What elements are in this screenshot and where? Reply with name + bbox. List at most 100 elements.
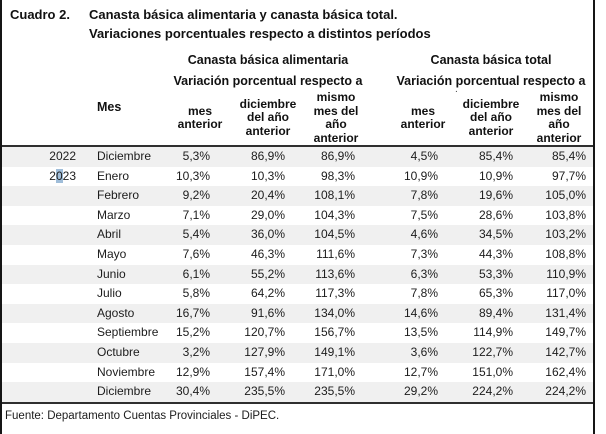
month-cell: Enero bbox=[97, 168, 130, 183]
year-cell bbox=[2, 323, 78, 343]
cba-value-cell: 156,7% bbox=[314, 325, 355, 340]
cbt-value-cell: 110,9% bbox=[546, 266, 586, 281]
month-cell: Septiembre bbox=[97, 325, 159, 340]
cbt-value-cell: 53,3% bbox=[478, 266, 513, 281]
cba-value-cell: 120,7% bbox=[244, 325, 285, 340]
cbt-value-cell: 65,3% bbox=[478, 286, 513, 301]
month-cell: Diciembre bbox=[78, 145, 166, 167]
year-cell bbox=[2, 265, 78, 285]
cba-value-cell: 157,4% bbox=[244, 364, 285, 379]
year-cell bbox=[2, 245, 78, 265]
cbt-value-cell: 89,4% bbox=[478, 305, 513, 320]
cba-value-cell: 108,1% bbox=[314, 188, 355, 203]
cbt-value-cell: 103,8% bbox=[545, 207, 586, 222]
column-gap bbox=[370, 363, 389, 383]
cba-value-cell: 104,3% bbox=[314, 207, 355, 222]
cbt-subcol-mismo-mes: mismo mes del año anterior bbox=[536, 90, 582, 145]
month-cell: Febrero bbox=[97, 188, 140, 203]
column-gap bbox=[370, 304, 389, 324]
cba-value-cell: 29,0% bbox=[250, 207, 285, 222]
column-gap bbox=[370, 245, 389, 265]
year-cell: 2023 bbox=[49, 168, 76, 183]
year-cell bbox=[2, 284, 78, 304]
cba-value-cell: 9,2% bbox=[182, 188, 210, 203]
cbt-value-cell: 7,8% bbox=[410, 188, 438, 203]
column-gap bbox=[370, 145, 389, 167]
cbt-value-cell: 6,3% bbox=[410, 266, 438, 281]
cbt-value-cell: 149,7% bbox=[545, 325, 586, 340]
cbt-value-cell: 7,3% bbox=[410, 246, 438, 261]
year-cell bbox=[2, 343, 78, 363]
cbt-value-cell: 131,4% bbox=[545, 305, 586, 320]
month-cell: Marzo bbox=[97, 207, 131, 222]
cba-value-cell: 104,5% bbox=[314, 227, 355, 242]
cba-value-cell: 30,4% bbox=[166, 382, 234, 404]
column-gap bbox=[370, 167, 389, 187]
month-cell: Abril bbox=[97, 227, 122, 242]
table-row: 2023 Enero 10,3% 10,3% 98,3% 10,9% 10,9% 97,7% bbox=[2, 167, 593, 187]
cbt-value-cell: 103,2% bbox=[545, 227, 586, 242]
cba-value-cell: 6,1% bbox=[182, 266, 210, 281]
table-row: Julio 5,8% 64,2% 117,3% 7,8% 65,3% 117,0% bbox=[2, 284, 593, 304]
cbt-value-cell: 34,5% bbox=[478, 227, 513, 242]
cba-value-cell: 113,6% bbox=[315, 266, 355, 281]
month-cell: Agosto bbox=[97, 305, 135, 320]
cba-value-cell: 127,9% bbox=[244, 344, 285, 359]
month-cell: Junio bbox=[97, 266, 126, 281]
cba-value-cell: 149,1% bbox=[314, 344, 355, 359]
table-row: Febrero 9,2% 20,4% 108,1% 7,8% 19,6% 105,0% bbox=[2, 186, 593, 206]
month-cell: Julio bbox=[97, 286, 122, 301]
cba-value-cell: 36,0% bbox=[250, 227, 285, 242]
cba-value-cell: 5,3% bbox=[166, 145, 234, 167]
title-line-1: Canasta básica alimentaria y canasta bás… bbox=[89, 7, 398, 22]
column-gap bbox=[370, 323, 389, 343]
cbt-value-cell: 105,0% bbox=[545, 188, 586, 203]
cbt-value-cell: 85,4% bbox=[457, 145, 525, 167]
table-row: Agosto 16,7% 91,6% 134,0% 14,6% 89,4% 131,4% bbox=[2, 303, 593, 324]
table-row: Junio 6,1% 55,2% 113,6% 6,3% 53,3% 110,9% bbox=[2, 264, 593, 285]
cba-value-cell: 16,7% bbox=[175, 305, 210, 320]
year-cell bbox=[2, 382, 78, 404]
cbt-value-cell: 162,4% bbox=[545, 364, 586, 379]
cba-value-cell: 64,2% bbox=[250, 286, 285, 301]
cbt-value-cell: 44,3% bbox=[478, 246, 513, 261]
cba-value-cell: 10,3% bbox=[250, 168, 285, 183]
cba-value-cell: 5,8% bbox=[182, 286, 210, 301]
cba-value-cell: 91,6% bbox=[250, 305, 285, 320]
year-cell bbox=[2, 186, 78, 206]
cbt-value-cell: 151,0% bbox=[472, 364, 513, 379]
cba-group-title: Canasta básica alimentaria bbox=[187, 53, 349, 67]
cba-value-cell: 7,1% bbox=[182, 207, 210, 222]
cba-subcol-mes-anterior: mes anterior bbox=[177, 103, 223, 131]
month-cell: Octubre bbox=[97, 344, 140, 359]
source-note: Fuente: Departamento Cuentas Provinciale… bbox=[5, 409, 280, 422]
cba-value-cell: 235,5% bbox=[234, 382, 302, 404]
table-row: Mayo 7,6% 46,3% 111,6% 7,3% 44,3% 108,8% bbox=[2, 245, 593, 265]
column-gap bbox=[370, 343, 389, 363]
group-gap bbox=[370, 46, 389, 146]
table-row: Octubre 3,2% 127,9% 149,1% 3,6% 122,7% 142,7% bbox=[2, 342, 593, 363]
month-column-header: Mes bbox=[97, 99, 122, 114]
cba-value-cell: 117,3% bbox=[315, 286, 355, 301]
cbt-value-cell: 10,9% bbox=[478, 168, 513, 183]
year-cell bbox=[2, 363, 78, 383]
cbt-subcol-mes-anterior: mes anterior bbox=[400, 103, 446, 131]
cbt-group-title: Canasta básica total bbox=[430, 53, 552, 67]
column-gap bbox=[370, 265, 389, 285]
cbt-value-cell: 13,5% bbox=[403, 325, 438, 340]
cba-value-cell: 5,4% bbox=[182, 227, 210, 242]
stray-period-mark: . bbox=[455, 84, 458, 95]
cba-value-cell: 55,2% bbox=[250, 266, 285, 281]
cba-subcol-diciembre-anterior: diciembre del año anterior bbox=[239, 96, 297, 138]
cbt-group-subtitle: Variación porcentual respecto a bbox=[396, 73, 586, 88]
cbt-value-cell: 7,8% bbox=[410, 286, 438, 301]
cba-value-cell: 10,3% bbox=[175, 168, 210, 183]
cbt-value-cell: 108,8% bbox=[545, 246, 586, 261]
title-block: Cuadro 2. Canasta básica alimentaria y c… bbox=[2, 0, 593, 43]
table-number-label: Cuadro 2. bbox=[10, 7, 70, 22]
basket-variation-table: Mes Canasta básica alimentaria Canasta b… bbox=[2, 46, 593, 404]
cba-value-cell: 86,9% bbox=[302, 145, 370, 167]
table-row: Septiembre 15,2% 120,7% 156,7% 13,5% 114,9% 14… bbox=[2, 323, 593, 343]
cba-value-cell: 98,3% bbox=[320, 168, 355, 183]
cba-value-cell: 12,9% bbox=[175, 364, 210, 379]
